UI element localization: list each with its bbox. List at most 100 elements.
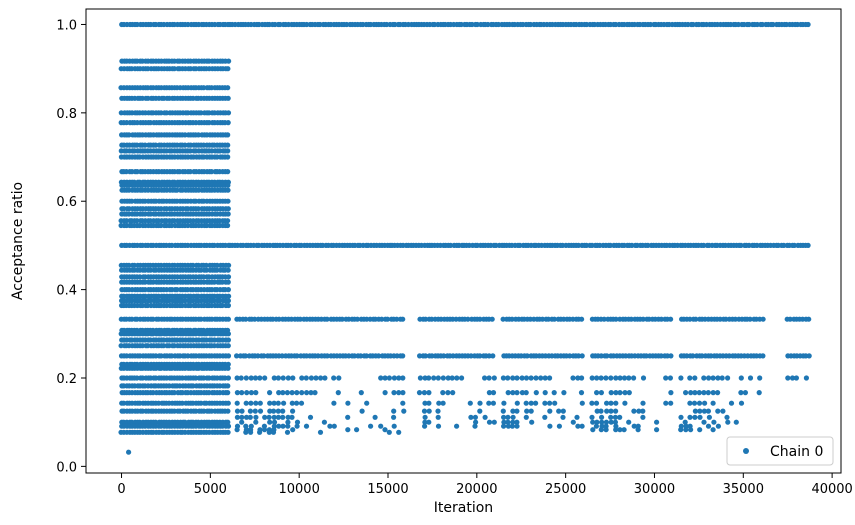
data-point: [382, 390, 388, 396]
data-point: [308, 390, 314, 396]
data-point: [528, 408, 534, 414]
data-point: [284, 429, 291, 435]
data-point: [225, 298, 231, 304]
data-point: [514, 419, 520, 425]
data-point: [421, 390, 427, 396]
data-point: [693, 316, 699, 322]
data-point: [142, 142, 148, 148]
data-point: [440, 400, 446, 406]
data-point: [253, 414, 259, 420]
data-point: [490, 400, 496, 406]
data-point: [327, 423, 333, 429]
data-point: [195, 132, 201, 138]
data-point: [678, 414, 684, 420]
data-point: [465, 316, 471, 322]
y-tick-label: 0.8: [56, 107, 77, 122]
data-point: [706, 414, 713, 420]
data-point: [579, 316, 585, 322]
data-point: [715, 423, 722, 429]
data-point: [226, 293, 232, 299]
data-point: [631, 408, 637, 414]
data-point: [505, 419, 511, 425]
data-point: [490, 353, 496, 359]
data-point: [561, 390, 567, 396]
data-point: [421, 408, 428, 414]
data-point: [621, 375, 628, 381]
data-points: [118, 21, 812, 455]
legend-marker: [743, 448, 749, 454]
data-point: [247, 408, 253, 414]
data-point: [239, 390, 245, 396]
data-point: [542, 400, 548, 406]
data-point: [280, 423, 286, 429]
data-point: [290, 427, 296, 433]
data-point: [307, 414, 314, 420]
data-point: [608, 408, 614, 414]
data-point: [575, 375, 581, 381]
data-point: [379, 316, 385, 322]
data-point: [297, 316, 303, 322]
x-tick-label: 15000: [367, 482, 408, 497]
data-point: [617, 414, 623, 420]
y-tick-label: 0.4: [56, 284, 77, 299]
data-point: [339, 316, 345, 322]
data-point: [547, 375, 553, 381]
data-point: [505, 423, 511, 429]
data-point: [450, 390, 456, 396]
data-point: [491, 419, 497, 425]
data-point: [225, 302, 231, 309]
x-tick-label: 40000: [811, 482, 852, 497]
data-point: [354, 427, 360, 433]
data-point: [313, 375, 319, 381]
data-point: [174, 187, 180, 193]
data-point: [697, 408, 703, 414]
data-point: [422, 419, 428, 425]
data-point: [552, 400, 558, 406]
data-point: [308, 375, 314, 381]
data-point: [267, 390, 273, 396]
data-point: [617, 390, 623, 396]
data-point: [477, 316, 483, 322]
data-point: [234, 390, 240, 396]
data-point: [785, 375, 791, 381]
data-point: [668, 353, 674, 359]
data-point: [289, 390, 295, 396]
data-point: [594, 390, 600, 396]
data-point: [472, 423, 478, 429]
data-point: [324, 353, 330, 359]
data-point: [510, 414, 516, 420]
data-point: [400, 390, 406, 396]
data-point: [601, 316, 607, 322]
data-point: [280, 390, 286, 396]
data-point: [234, 353, 240, 359]
data-point: [514, 390, 520, 396]
data-point: [692, 375, 698, 381]
data-point: [760, 316, 766, 322]
data-point: [604, 400, 610, 406]
data-point: [529, 419, 535, 425]
data-point: [658, 316, 665, 322]
data-point: [225, 132, 231, 138]
data-point: [257, 429, 263, 435]
data-point: [225, 343, 231, 349]
data-point: [364, 400, 370, 406]
data-point: [225, 218, 231, 224]
data-point: [416, 390, 423, 396]
x-tick-label: 30000: [634, 482, 675, 497]
y-tick-label: 0.0: [56, 460, 77, 475]
data-point: [598, 390, 605, 396]
data-point: [533, 390, 539, 396]
data-point: [608, 419, 614, 425]
data-point: [598, 375, 604, 381]
data-point: [267, 400, 273, 406]
data-point: [209, 169, 215, 175]
data-point: [579, 375, 585, 381]
data-point: [725, 375, 731, 381]
data-point: [710, 390, 716, 396]
data-point: [225, 187, 231, 193]
data-point: [589, 400, 595, 406]
data-point: [203, 262, 209, 268]
data-point: [590, 419, 596, 425]
data-point: [382, 375, 388, 381]
data-point: [225, 429, 231, 435]
